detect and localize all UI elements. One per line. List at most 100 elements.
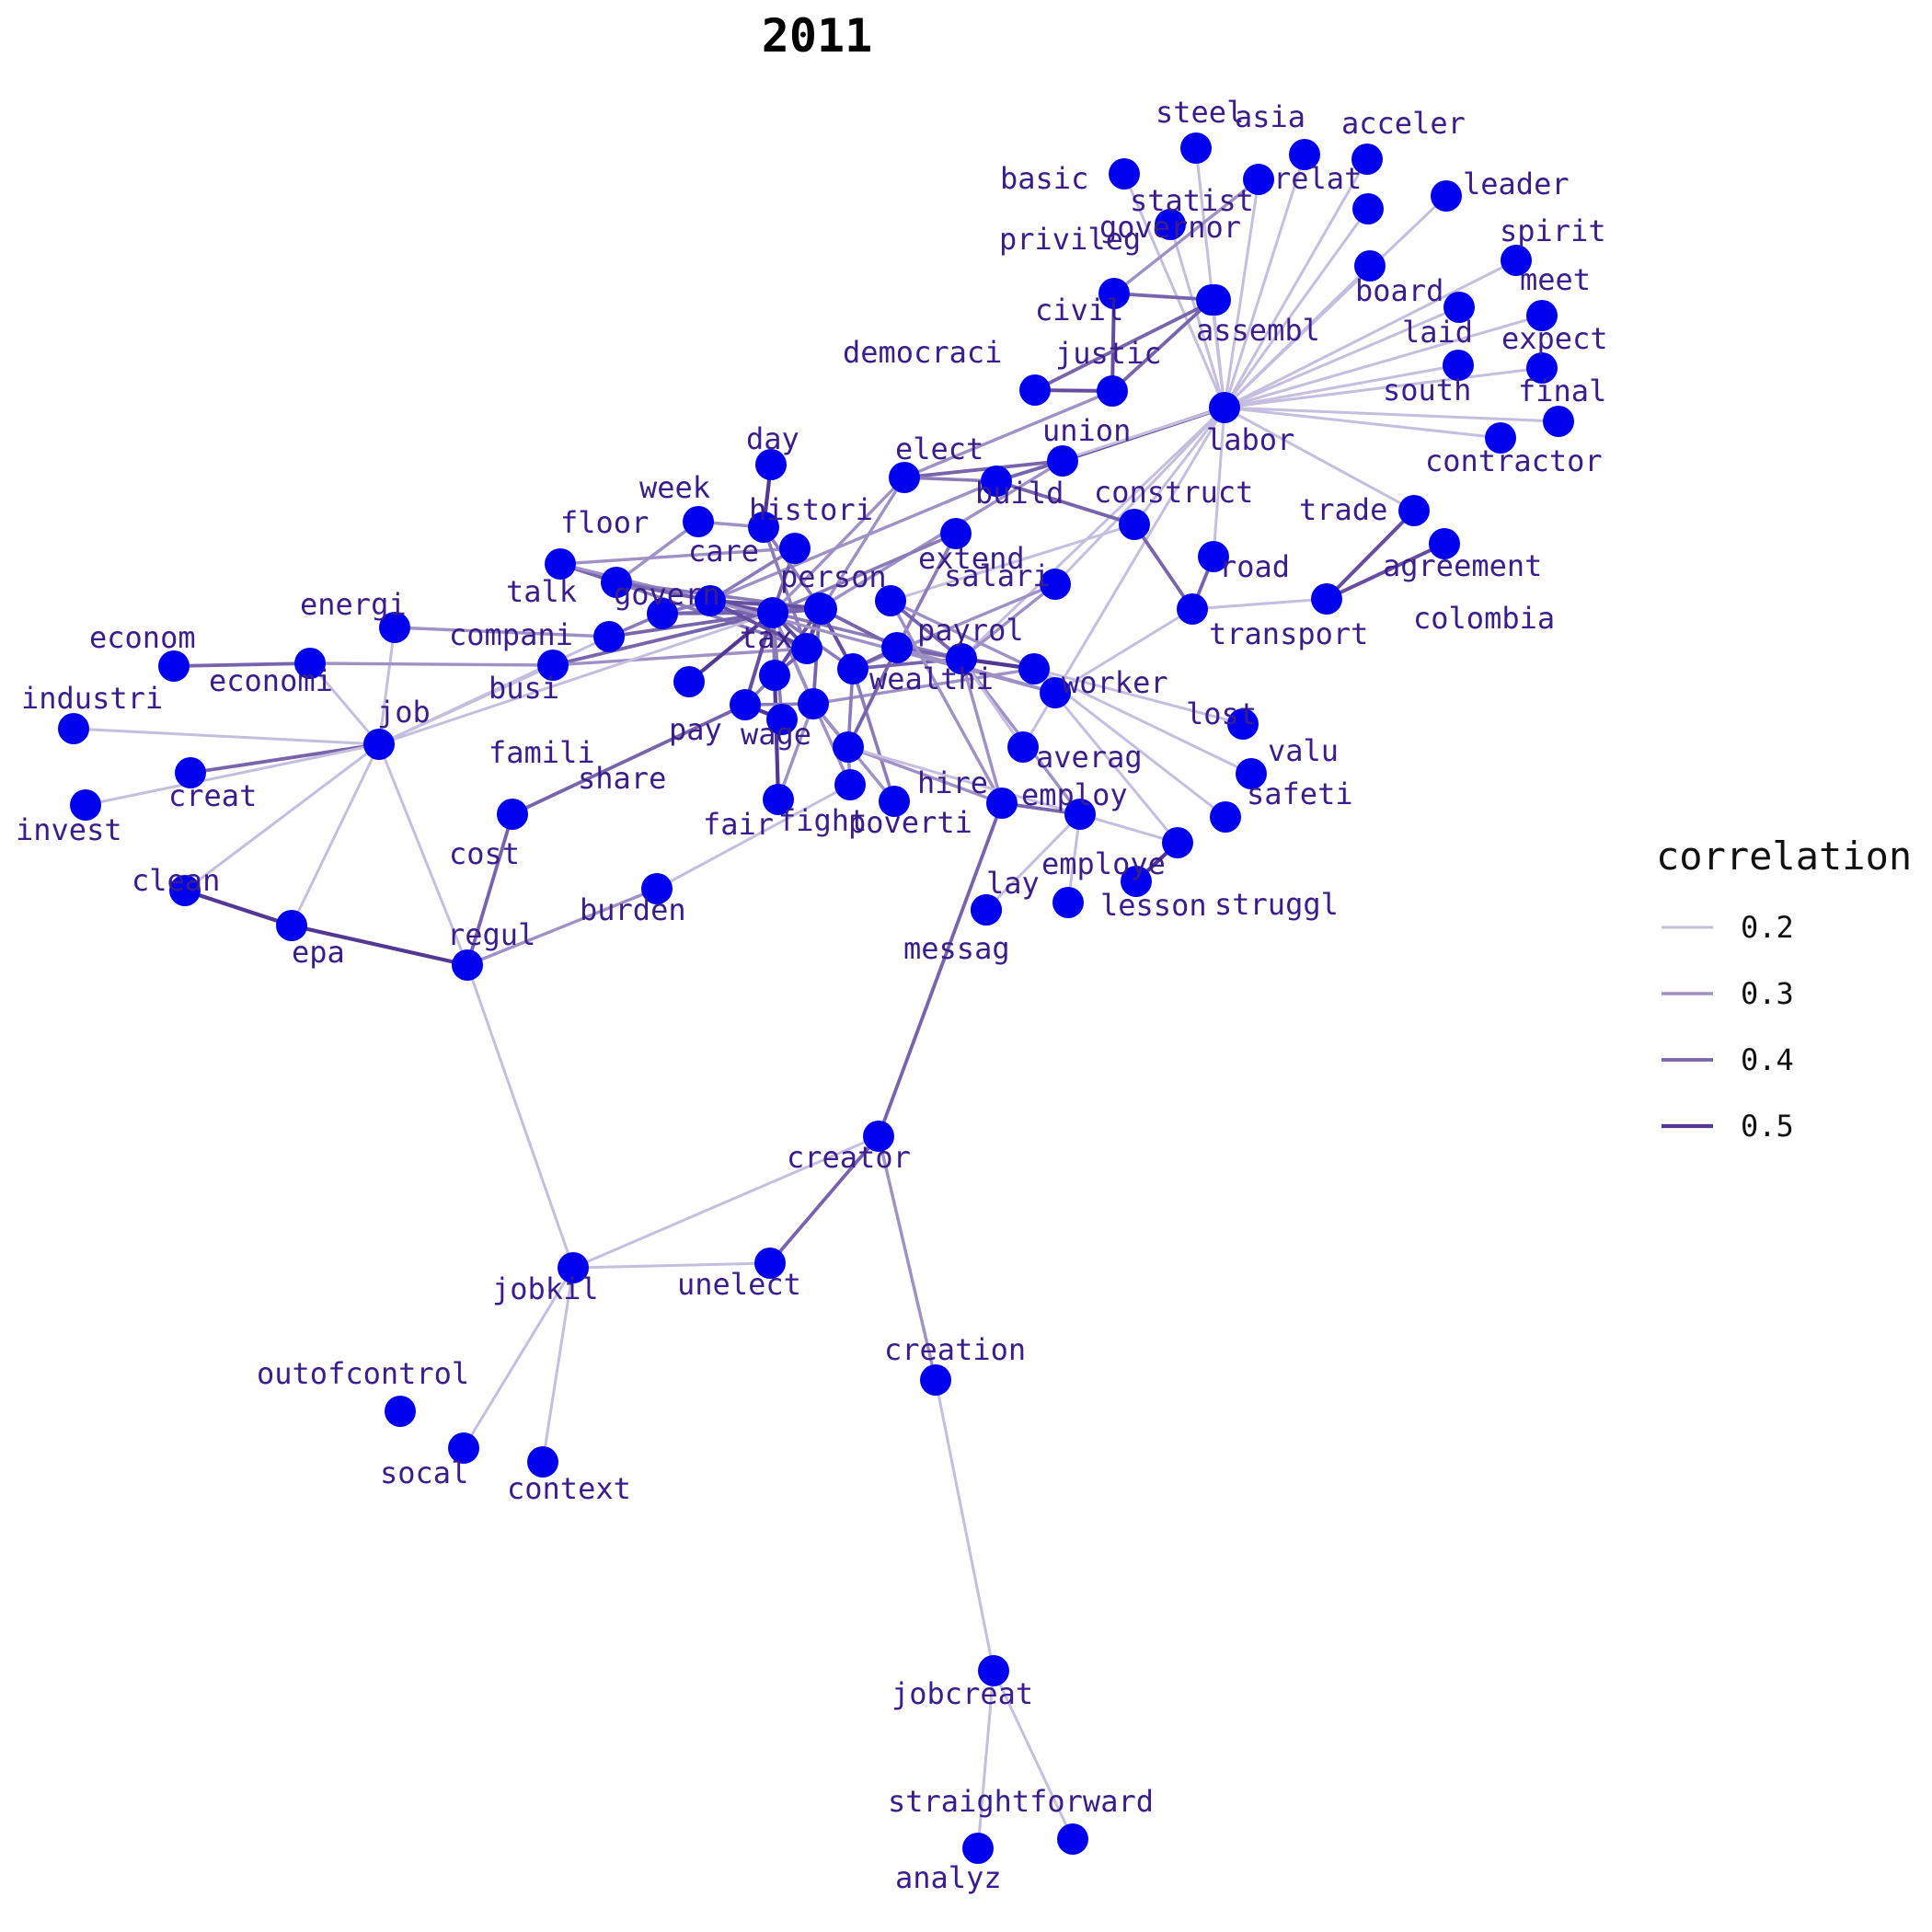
node-valu xyxy=(1236,758,1267,789)
node-label-unelect: unelect xyxy=(677,1267,801,1302)
edge-labor-laid xyxy=(1223,305,1461,409)
node-label-basic: basic xyxy=(1000,161,1088,196)
node-colombia xyxy=(1311,583,1342,615)
node-label-industri: industri xyxy=(21,681,163,716)
node-messag xyxy=(971,894,1002,926)
node-label-final: final xyxy=(1518,374,1606,408)
edge-salari-payrol xyxy=(960,582,1057,661)
node-compani xyxy=(593,621,625,652)
node-label-expect: expect xyxy=(1501,321,1608,356)
node-label-board: board xyxy=(1355,273,1443,308)
node-union xyxy=(1047,445,1078,477)
node-label-socal: socal xyxy=(380,1455,468,1490)
node-straightforward xyxy=(1057,1823,1088,1855)
node-basic xyxy=(1109,158,1140,190)
node-assembl xyxy=(1196,284,1227,316)
node-label-creat: creat xyxy=(168,778,257,813)
node-label-analyz: analyz xyxy=(895,1860,1002,1895)
node-hub6 xyxy=(1040,677,1071,708)
node-labor xyxy=(1209,392,1240,423)
node-relat xyxy=(1352,193,1384,224)
node-jobcreat xyxy=(978,1655,1009,1686)
node-outofcontrol xyxy=(385,1396,416,1427)
node-clean xyxy=(169,875,201,906)
node-leader xyxy=(1431,180,1462,212)
node-wage xyxy=(798,688,829,719)
node-spirit xyxy=(1501,245,1532,276)
edge-extend-tax xyxy=(771,532,958,615)
edge-justic-elect xyxy=(903,389,1114,479)
node-steel xyxy=(1180,132,1212,164)
edge-fair-wage xyxy=(776,702,815,801)
edge-hire-creator xyxy=(877,801,1004,1138)
node-lesson xyxy=(1052,887,1084,918)
node-layer xyxy=(58,132,1574,1864)
node-share xyxy=(766,704,798,735)
node-cost xyxy=(497,799,528,830)
edge-busi-tax xyxy=(551,611,775,667)
node-hub8 xyxy=(833,731,864,763)
edge-labor-payrol xyxy=(960,406,1226,661)
edge-jobkil-socal xyxy=(462,1266,575,1450)
node-label-acceler: acceler xyxy=(1341,106,1466,141)
node-hub5 xyxy=(875,585,906,616)
edge-labor-relat xyxy=(1223,207,1370,409)
edge-construct-hub5 xyxy=(889,523,1136,603)
edge-statist-privileg xyxy=(1112,178,1260,295)
node-label-colombia: colombia xyxy=(1413,601,1555,636)
node-acceler xyxy=(1351,144,1383,175)
node-label-transport: transport xyxy=(1209,616,1368,651)
edge-trade-colombia xyxy=(1325,509,1416,601)
node-label-busi: busi xyxy=(489,671,559,706)
edge-regul-burden xyxy=(466,887,659,967)
node-tax xyxy=(757,597,788,628)
node-elect xyxy=(889,462,920,493)
node-label-outofcontrol: outofcontrol xyxy=(257,1356,469,1391)
node-label-straightforward: straightforward xyxy=(888,1784,1154,1819)
edge-busi-hub2 xyxy=(551,647,809,667)
edge-labor-south xyxy=(1223,363,1460,409)
edge-hub5-hire xyxy=(889,599,1004,805)
node-salari xyxy=(1040,569,1071,600)
edge-labor-asia xyxy=(1223,153,1306,409)
node-energi xyxy=(379,612,410,643)
node-unelect xyxy=(754,1248,786,1279)
node-regul xyxy=(452,949,483,981)
node-label-messag: messag xyxy=(903,931,1010,966)
edge-wealthi-poverti xyxy=(851,667,896,803)
node-label-person: person xyxy=(780,559,887,594)
edge-labor-assembl xyxy=(1210,298,1226,409)
node-label-union: union xyxy=(1042,413,1131,448)
edge-labor-board xyxy=(1223,264,1372,409)
node-busi xyxy=(537,650,569,681)
node-road xyxy=(1198,541,1229,572)
node-creat xyxy=(175,757,206,788)
node-lost xyxy=(1227,708,1259,740)
node-hire xyxy=(986,788,1018,819)
edge-agreement-colombia xyxy=(1325,542,1446,601)
node-label-laid: laid xyxy=(1402,315,1473,350)
node-label-assembl: assembl xyxy=(1196,313,1320,348)
node-label-privileg: privileg xyxy=(999,222,1141,257)
node-label-employ: employ xyxy=(1021,777,1128,812)
edge-care-hub1 xyxy=(708,546,797,603)
edge-jobcreat-straightforward xyxy=(992,1669,1075,1841)
node-industri xyxy=(58,713,89,744)
node-label-contractor: contractor xyxy=(1425,443,1603,478)
node-label-democraci: democraci xyxy=(843,335,1002,370)
edge-pay-cost xyxy=(511,703,747,816)
node-label-energi: energi xyxy=(300,587,407,622)
edge-elect-tax xyxy=(771,476,906,615)
node-label-histori: histori xyxy=(749,492,873,527)
legend-title: correlation xyxy=(1656,834,1912,879)
edge-hub4-hub8 xyxy=(846,646,899,749)
node-label-compani: compani xyxy=(449,617,573,652)
node-pay xyxy=(730,689,761,720)
node-label-extend: extend xyxy=(918,541,1025,576)
node-trade xyxy=(1398,495,1430,526)
node-label-econom: econom xyxy=(89,620,196,655)
edge-compani-energi xyxy=(393,626,611,638)
edge-hub1-hub2 xyxy=(708,599,809,650)
node-expect xyxy=(1526,352,1558,384)
node-fair xyxy=(763,784,794,815)
